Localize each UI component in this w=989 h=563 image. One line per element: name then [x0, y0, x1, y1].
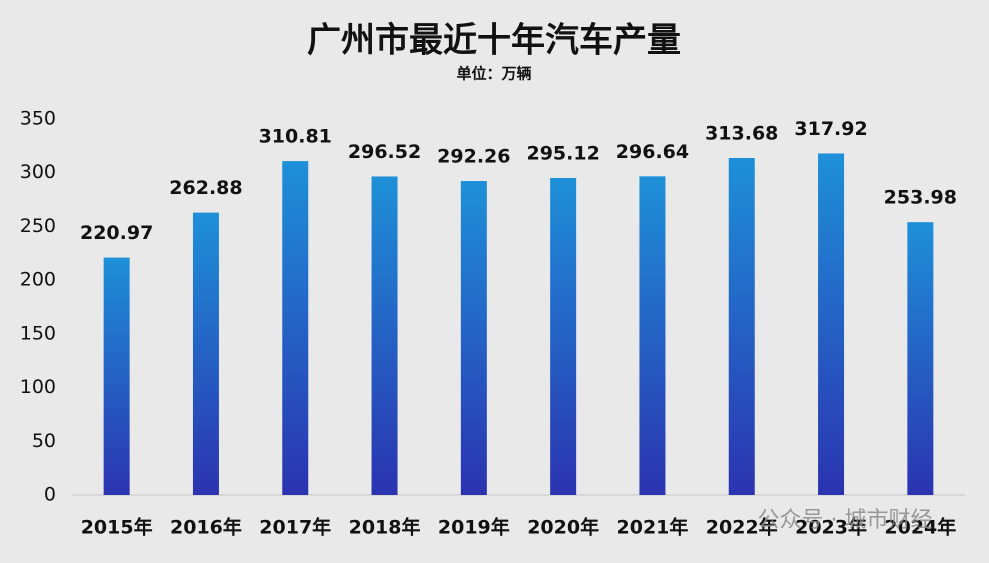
x-tick-label: 2020年 — [527, 516, 599, 539]
value-label: 296.52 — [348, 141, 421, 163]
x-tick-label: 2015年 — [81, 516, 153, 539]
y-tick-label: 350 — [20, 108, 56, 130]
y-tick-label: 200 — [20, 269, 56, 291]
value-label: 292.26 — [437, 146, 510, 168]
bar — [639, 176, 666, 495]
x-tick-label: 2016年 — [170, 516, 242, 539]
bar — [192, 212, 219, 495]
value-label: 313.68 — [705, 123, 778, 145]
bar — [728, 158, 755, 495]
watermark: 公众号 · 城市财经 — [758, 508, 933, 533]
bar — [907, 222, 934, 496]
y-tick-label: 50 — [32, 430, 56, 452]
y-tick-label: 100 — [20, 376, 56, 398]
value-label: 310.81 — [259, 126, 332, 148]
y-tick-label: 0 — [44, 484, 56, 506]
bar — [103, 257, 130, 495]
x-tick-label: 2022年 — [706, 516, 778, 539]
x-tick-label: 2023年 — [795, 516, 867, 539]
x-tick-label: 2017年 — [259, 516, 331, 539]
bar — [550, 177, 577, 496]
bar — [818, 153, 845, 496]
bar — [460, 181, 487, 496]
x-tick-label: 2018年 — [349, 516, 421, 539]
y-tick-label: 300 — [20, 161, 56, 183]
chart-subtitle: 单位：万辆 — [456, 65, 531, 83]
y-tick-label: 250 — [20, 215, 56, 237]
x-tick-label: 2019年 — [438, 516, 510, 539]
chart-title: 广州市最近十年汽车产量 — [307, 21, 681, 61]
x-tick-label: 2021年 — [617, 516, 689, 539]
value-label: 296.64 — [616, 141, 689, 163]
y-tick-label: 150 — [20, 322, 56, 344]
x-tick-label: 2024年 — [884, 516, 956, 539]
value-label: 317.92 — [794, 118, 867, 140]
bar — [282, 161, 309, 495]
value-label: 220.97 — [80, 222, 153, 244]
value-label: 295.12 — [526, 142, 599, 164]
value-label: 262.88 — [169, 177, 242, 199]
bar — [371, 176, 398, 495]
value-label: 253.98 — [884, 187, 957, 209]
